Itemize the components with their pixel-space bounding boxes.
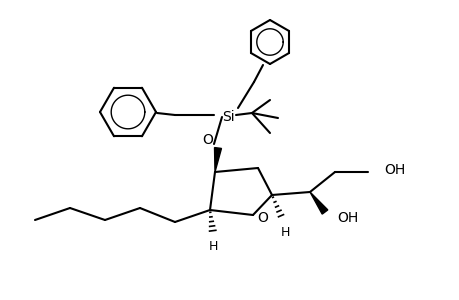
Polygon shape	[214, 148, 221, 172]
Text: O: O	[202, 133, 213, 147]
Text: OH: OH	[384, 163, 405, 177]
Text: O: O	[257, 211, 268, 225]
Text: H: H	[208, 239, 217, 253]
Text: H: H	[280, 226, 289, 238]
Text: OH: OH	[336, 211, 358, 225]
Polygon shape	[309, 192, 327, 214]
Text: Si: Si	[221, 110, 234, 124]
